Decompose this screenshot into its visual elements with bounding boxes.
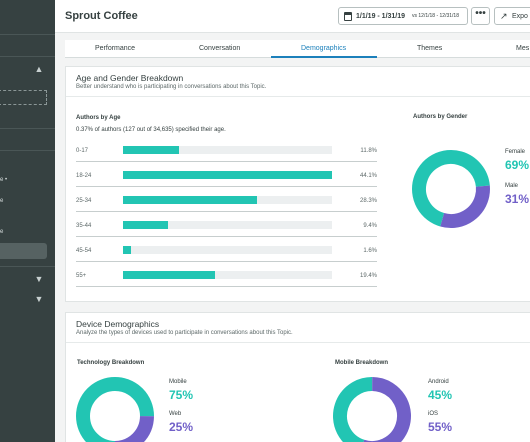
chevron-down-icon[interactable]: ▼ (34, 294, 44, 304)
donut-slice-android (333, 377, 411, 442)
calendar-icon (344, 12, 352, 21)
legend-mobile-label: Mobile (169, 379, 187, 385)
legend-ios-label: iOS (428, 411, 439, 417)
age-bar-track (123, 171, 332, 179)
export-button[interactable]: ↗ Expo (494, 7, 530, 25)
tab-themes[interactable]: Themes (417, 45, 443, 52)
age-bar-value-label: 44.1% (359, 173, 377, 179)
age-bar-row: 55+ 19.4% (76, 265, 377, 287)
age-bar (123, 171, 332, 179)
tab-conversation[interactable]: Conversation (199, 45, 241, 52)
technology-breakdown-title: Technology Breakdown (77, 360, 145, 366)
age-bar (123, 221, 168, 229)
sidebar-item-partial[interactable]: e • (0, 177, 8, 183)
authors-by-age-subtitle: 0.37% of authors (127 out of 34,635) spe… (76, 127, 226, 133)
age-bar-value-label: 28.3% (359, 198, 377, 204)
age-category-label: 0-17 (76, 148, 89, 154)
age-category-label: 18-24 (76, 173, 92, 179)
legend-female-value: 69% (505, 158, 530, 172)
legend-male-label: Male (505, 183, 519, 189)
age-bar-row: 18-24 44.1% (76, 165, 377, 187)
export-icon: ↗ (500, 11, 508, 21)
age-bar (123, 196, 258, 204)
age-bar-row: 0-17 11.8% (76, 140, 377, 162)
more-icon[interactable]: ••• (471, 7, 490, 25)
age-category-label: 45-54 (76, 248, 92, 254)
active-tab-indicator (271, 56, 377, 58)
gender-donut-chart (412, 150, 490, 228)
sidebar-divider (0, 266, 55, 267)
age-bar-track (123, 196, 332, 204)
age-bar (123, 271, 215, 279)
card-subtitle: Better understand who is participating i… (76, 84, 267, 90)
card-subtitle: Analyze the types of devices used to par… (76, 330, 293, 336)
page-title: Sprout Coffee (65, 10, 138, 22)
sidebar-dropzone[interactable] (0, 90, 47, 105)
card-title: Age and Gender Breakdown (76, 73, 184, 83)
age-bar-row: 25-34 28.3% (76, 190, 377, 212)
donut-slice-ios (333, 377, 411, 442)
report-tabs: Performance Conversation Demographics Th… (65, 40, 530, 58)
age-bar-track (123, 271, 332, 279)
authors-by-gender-title: Authors by Gender (413, 114, 468, 120)
sidebar-item-partial[interactable]: e (0, 229, 4, 235)
chevron-up-icon[interactable]: ▲ (34, 64, 44, 74)
age-category-label: 55+ (76, 273, 87, 279)
authors-by-age-title: Authors by Age (76, 115, 121, 121)
date-range-button[interactable]: 1/1/19 - 1/31/19 vs 12/1/18 - 12/31/18 (338, 7, 468, 25)
top-bar: Sprout Coffee 1/1/19 - 1/31/19 vs 12/1/1… (55, 0, 530, 33)
legend-mobile-value: 75% (169, 388, 194, 402)
sidebar-divider (0, 150, 55, 151)
age-category-label: 25-34 (76, 198, 92, 204)
age-bar-value-label: 1.6% (363, 248, 377, 254)
age-category-label: 35-44 (76, 223, 92, 229)
legend-android-label: Android (428, 379, 449, 385)
chevron-down-icon[interactable]: ▼ (34, 274, 44, 284)
age-bar-track (123, 146, 332, 154)
compare-range-label: vs 12/1/18 - 12/31/18 (412, 13, 459, 19)
age-bar-track (123, 246, 332, 254)
left-sidebar: ▲ e • e e ▼ ▼ (0, 0, 55, 442)
age-bar-value-label: 9.4% (363, 223, 377, 229)
card-divider (66, 96, 530, 97)
legend-web-label: Web (169, 411, 182, 417)
legend-female-label: Female (505, 149, 526, 155)
date-range-label: 1/1/19 - 1/31/19 (356, 13, 406, 20)
device-demographics-card: Device Demographics Analyze the types of… (65, 312, 530, 442)
age-bar-track (123, 221, 332, 229)
sidebar-divider (0, 128, 55, 129)
sidebar-item-partial[interactable]: e (0, 198, 4, 204)
card-divider (66, 342, 530, 343)
age-bar-value-label: 19.4% (359, 273, 377, 279)
donut-slice-female (412, 150, 490, 228)
card-title: Device Demographics (76, 319, 160, 329)
mobile-breakdown-title: Mobile Breakdown (335, 360, 389, 366)
age-bar-value-label: 11.8% (360, 148, 377, 154)
age-bar (123, 246, 131, 254)
donut-slice-mobile (76, 377, 154, 442)
age-bar (123, 146, 179, 154)
age-bar-row: 35-44 9.4% (76, 215, 377, 237)
export-label: Expo (512, 13, 528, 20)
tab-messages[interactable]: Mes (516, 45, 530, 52)
age-gender-card: Age and Gender Breakdown Better understa… (65, 66, 530, 302)
sidebar-divider (0, 34, 55, 35)
technology-donut-chart (76, 377, 154, 442)
legend-male-value: 31% (505, 192, 530, 206)
tab-demographics[interactable]: Demographics (301, 45, 347, 52)
legend-android-value: 45% (428, 388, 453, 402)
legend-web-value: 25% (169, 420, 194, 434)
sidebar-divider (0, 56, 55, 57)
sidebar-item-active[interactable] (0, 243, 47, 259)
age-bar-row: 45-54 1.6% (76, 240, 377, 262)
tab-performance[interactable]: Performance (95, 45, 136, 52)
mobile-donut-chart (333, 377, 411, 442)
legend-ios-value: 55% (428, 420, 453, 434)
